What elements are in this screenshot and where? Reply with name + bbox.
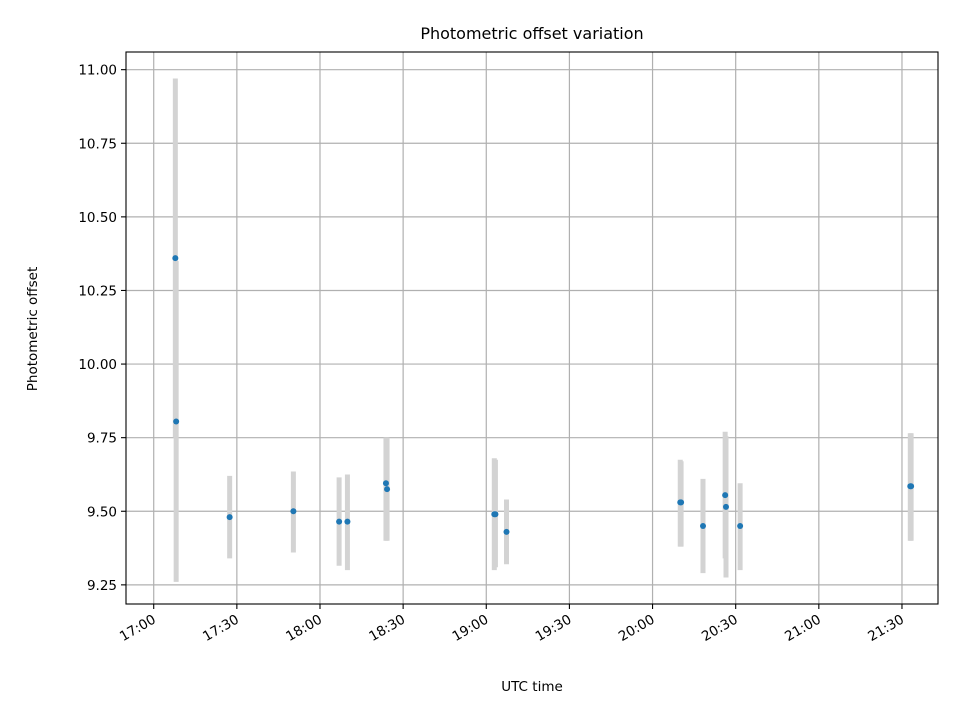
y-tick-label: 10.50 xyxy=(78,210,117,226)
data-point xyxy=(172,255,179,262)
y-tick-label: 11.00 xyxy=(78,63,117,79)
data-point xyxy=(908,483,915,490)
data-point xyxy=(492,511,499,518)
data-point xyxy=(699,522,706,529)
data-point xyxy=(173,418,180,425)
data-point xyxy=(290,508,297,515)
error-bars xyxy=(172,78,914,582)
y-tick-label: 10.25 xyxy=(78,283,117,299)
x-axis-label: UTC time xyxy=(501,679,563,695)
data-point xyxy=(678,499,685,506)
data-point xyxy=(382,480,389,487)
y-tick-label: 10.00 xyxy=(78,357,117,373)
chart-title: Photometric offset variation xyxy=(420,24,643,43)
data-point xyxy=(737,522,744,529)
data-point xyxy=(336,518,343,525)
data-point xyxy=(226,514,233,521)
y-tick-label: 9.50 xyxy=(87,504,117,520)
data-point xyxy=(722,492,729,499)
y-axis-ticks: 9.25 9.50 9.75 10.00 10.25 10.50 10.75 11.00 xyxy=(78,63,126,594)
data-points xyxy=(172,255,915,535)
x-tick-label: 17:00 xyxy=(117,612,159,645)
y-axis-label: Photometric offset xyxy=(25,267,41,391)
y-tick-label: 10.75 xyxy=(78,136,117,152)
x-tick-label: 21:00 xyxy=(782,612,824,645)
x-tick-label: 17:30 xyxy=(200,612,242,645)
plot-frame xyxy=(125,51,939,605)
x-tick-label: 18:00 xyxy=(283,612,325,645)
x-tick-label: 21:30 xyxy=(865,612,907,645)
x-tick-label: 19:30 xyxy=(533,612,575,645)
grid xyxy=(126,52,938,604)
data-point xyxy=(503,528,510,535)
x-tick-label: 18:30 xyxy=(366,612,408,645)
y-tick-label: 9.25 xyxy=(87,578,117,594)
y-tick-label: 9.75 xyxy=(87,431,117,447)
x-axis-ticks: 17:00 17:30 18:00 18:30 19:00 19:30 20:00 20:30… xyxy=(117,604,907,645)
data-point xyxy=(384,486,391,493)
x-tick-label: 19:00 xyxy=(450,612,492,645)
data-point xyxy=(344,518,351,525)
x-tick-label: 20:30 xyxy=(699,612,741,645)
x-tick-label: 20:00 xyxy=(616,612,658,645)
data-point xyxy=(722,503,729,510)
